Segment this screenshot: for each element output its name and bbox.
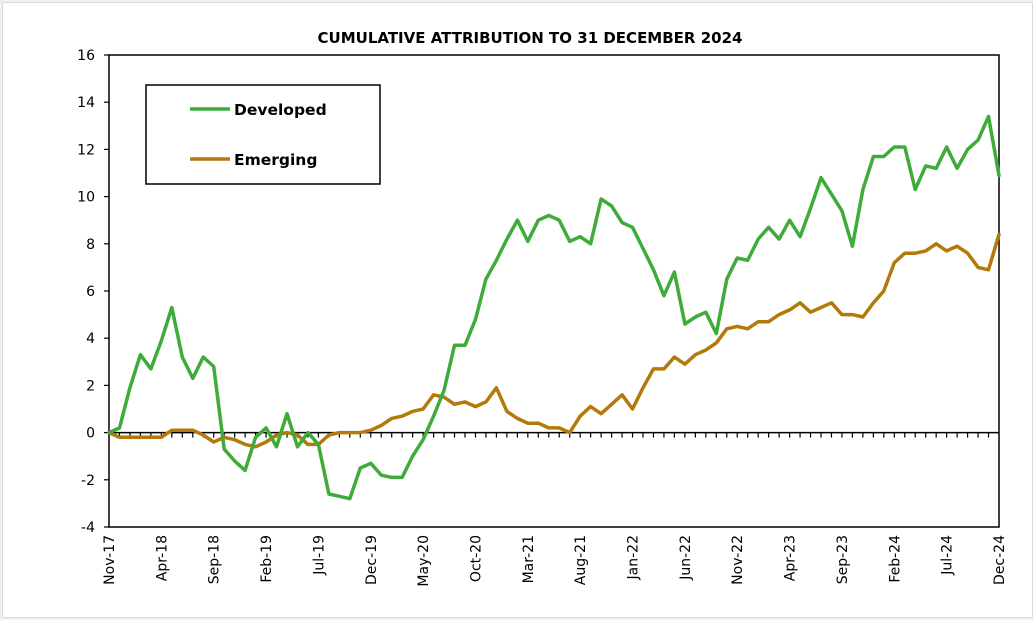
y-tick-label: 16 — [77, 48, 95, 64]
y-tick-label: 6 — [86, 284, 95, 300]
y-tick-label: 14 — [77, 95, 95, 111]
x-tick-label: Dec-19 — [364, 535, 380, 585]
y-tick-label: 12 — [77, 142, 95, 158]
series-line-emerging — [107, 232, 1001, 449]
x-tick-label: Jan-22 — [626, 535, 642, 580]
x-tick-label: Feb-19 — [259, 535, 275, 583]
x-tick-label: Jul-19 — [311, 535, 327, 576]
x-tick-label: Sep-18 — [207, 535, 223, 584]
legend-label-emerging: Emerging — [234, 151, 317, 169]
y-tick-label: 8 — [86, 237, 95, 253]
y-tick-label: 4 — [86, 331, 95, 347]
y-tick-label: 2 — [86, 378, 95, 394]
axes — [104, 54, 1000, 528]
y-tick-label: 0 — [86, 426, 95, 442]
x-tick-label: Apr-23 — [783, 535, 799, 581]
y-tick-label: -2 — [81, 473, 95, 489]
x-tick-label: May-20 — [416, 535, 432, 587]
x-tick-label: Feb-24 — [887, 535, 903, 583]
legend-box — [145, 84, 381, 185]
x-tick-label: Nov-22 — [730, 535, 746, 585]
x-tick-label: Aug-21 — [573, 535, 589, 585]
series-lines — [107, 114, 1001, 501]
legend-label-developed: Developed — [234, 101, 327, 119]
series-line-developed — [107, 114, 1001, 501]
x-tick-label: Nov-17 — [102, 535, 118, 585]
x-tick-label: Apr-18 — [154, 535, 170, 581]
chart-title: CUMULATIVE ATTRIBUTION TO 31 DECEMBER 20… — [318, 29, 743, 47]
legend: Developed Emerging — [145, 84, 381, 185]
x-tick-label: Sep-23 — [835, 535, 851, 584]
y-axis-labels: -4 -2 0 2 4 6 8 10 12 14 16 — [77, 48, 95, 536]
x-axis-labels: Nov-17 Apr-18 Sep-18 Feb-19 Jul-19 Dec-19 May-… — [102, 535, 1008, 587]
x-tick-label: Jul-24 — [940, 535, 956, 576]
x-tick-label: Mar-21 — [521, 535, 537, 583]
x-tick-label: Oct-20 — [468, 535, 484, 582]
y-tick-label: -4 — [81, 520, 95, 536]
x-tick-label: Jun-22 — [678, 535, 694, 581]
y-tick-label: 10 — [77, 190, 95, 206]
x-tick-label: Dec-24 — [992, 535, 1008, 585]
